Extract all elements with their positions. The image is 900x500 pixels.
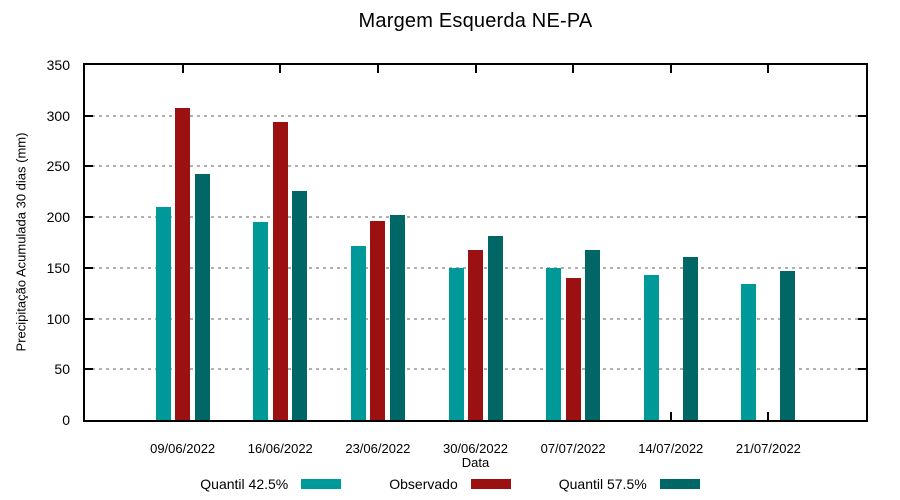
y-tick-label: 0 (62, 412, 70, 428)
gridline (85, 114, 866, 117)
chart-legend: Quantil 42.5% Observado Quantil 57.5% (0, 474, 900, 494)
bar-quantil-42-5 (643, 274, 659, 420)
y-axis-tick (85, 114, 93, 117)
y-tick-label: 350 (46, 57, 70, 73)
y-axis-tick (858, 114, 866, 117)
bar-quantil-57-5 (487, 236, 503, 420)
bar-quantil-42-5 (448, 267, 464, 420)
legend-item: Observado (389, 476, 511, 492)
bar-observado (272, 121, 288, 420)
y-tick-label: 150 (46, 259, 70, 276)
x-axis-tick (572, 65, 575, 73)
x-tick-label: 16/06/2022 (247, 441, 313, 456)
bar-quantil-42-5 (155, 207, 171, 420)
x-axis-label: Data (461, 455, 490, 470)
legend-swatch (470, 479, 511, 489)
y-tick-label: 250 (46, 158, 70, 175)
x-tick-label: 23/06/2022 (345, 441, 411, 456)
chart-title: Margem Esquerda NE-PA (358, 10, 593, 32)
bar-observado (370, 221, 386, 420)
x-axis-tick (669, 65, 672, 73)
x-tick-label: 09/06/2022 (150, 441, 216, 456)
gridline (85, 165, 866, 168)
bar-quantil-42-5 (546, 267, 562, 420)
legend-label: Quantil 57.5% (558, 476, 647, 492)
y-axis-tick (85, 165, 93, 168)
bar-quantil-57-5 (682, 256, 698, 420)
bar-quantil-42-5 (253, 222, 269, 420)
bar-observado (175, 107, 191, 420)
y-tick-label: 300 (46, 107, 70, 124)
x-axis-tick (181, 65, 184, 73)
x-axis-tick (474, 65, 477, 73)
bar-quantil-57-5 (194, 173, 210, 420)
bar-quantil-57-5 (389, 215, 405, 420)
x-axis-tick (767, 412, 770, 420)
bar-quantil-57-5 (585, 249, 601, 420)
x-tick-label: 21/07/2022 (735, 441, 801, 456)
y-tick-label: 50 (54, 361, 70, 378)
y-tick-label: 100 (46, 310, 70, 327)
y-axis-tick (85, 317, 93, 320)
x-axis-tick (669, 412, 672, 420)
bar-quantil-57-5 (292, 190, 308, 420)
bar-quantil-42-5 (350, 245, 366, 420)
y-axis-tick (858, 368, 866, 371)
x-tick-label: 14/07/2022 (638, 441, 704, 456)
y-axis-tick (858, 266, 866, 269)
bar-observado (468, 249, 483, 420)
y-axis-tick (85, 266, 93, 269)
y-axis-tick (85, 368, 93, 371)
y-axis-tick (858, 317, 866, 320)
x-tick-label: 07/07/2022 (540, 441, 606, 456)
legend-swatch (659, 479, 700, 489)
y-axis-tick (858, 165, 866, 168)
y-tick-label: 200 (46, 209, 70, 226)
bar-observado (565, 278, 581, 420)
x-axis-tick (767, 65, 770, 73)
legend-item: Quantil 42.5% (200, 476, 342, 492)
x-tick-label: 30/06/2022 (442, 441, 509, 456)
bar-quantil-57-5 (780, 270, 796, 420)
legend-swatch (301, 479, 342, 489)
legend-label: Quantil 42.5% (200, 476, 289, 492)
gridline (85, 216, 866, 219)
plot-area (83, 63, 868, 422)
legend-label: Observado (389, 476, 458, 492)
x-axis-tick (279, 65, 282, 73)
x-axis-tick (376, 65, 379, 73)
y-axis-tick (858, 216, 866, 219)
y-axis-tick (85, 216, 93, 219)
legend-item: Quantil 57.5% (559, 476, 700, 492)
bar-quantil-42-5 (741, 284, 757, 420)
